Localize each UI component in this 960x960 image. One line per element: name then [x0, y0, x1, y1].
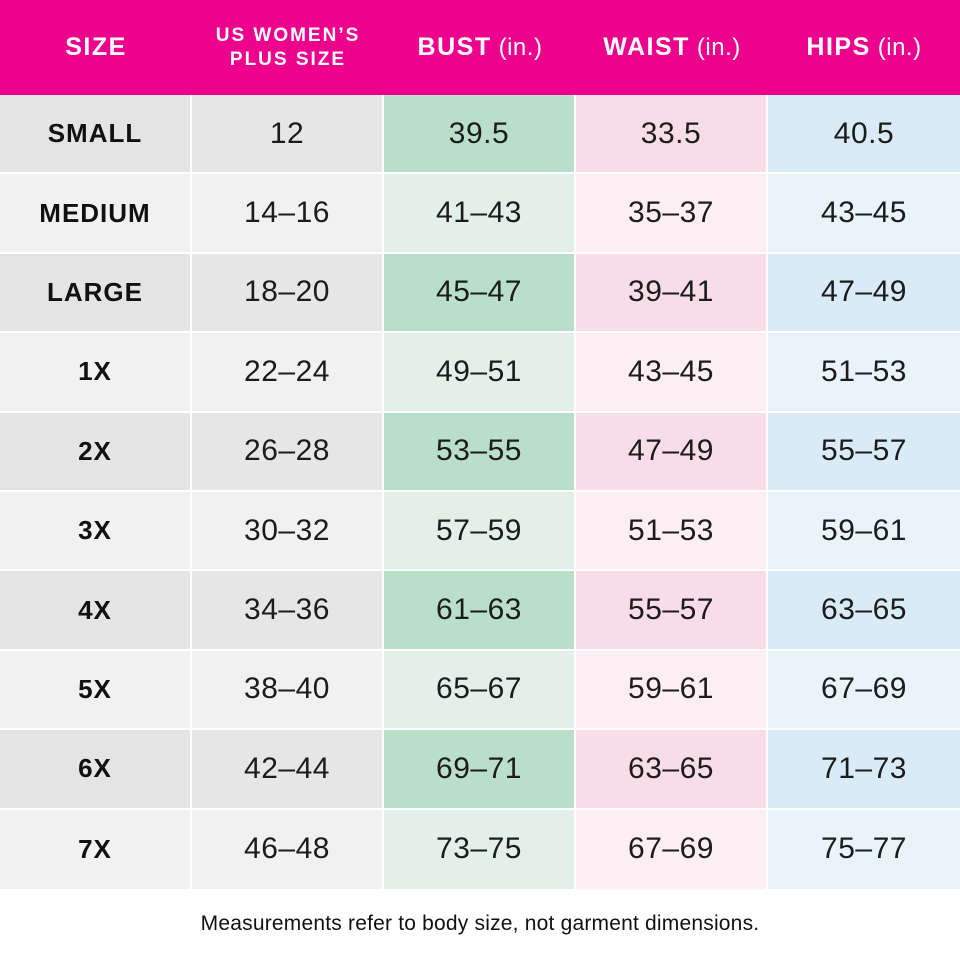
- hips-cell: 59–61: [768, 491, 960, 570]
- header-plus-size-line2: PLUS SIZE: [229, 48, 347, 70]
- header-hips-unit: (in.): [877, 34, 922, 62]
- table-row: 4X 34–36 61–63 55–57 63–65: [0, 571, 960, 651]
- size-cell: 6X: [0, 730, 192, 808]
- waist-cell: 55–57: [576, 571, 768, 649]
- table-row: 6X 42–44 69–71 63–65 71–73: [0, 730, 960, 810]
- table-row: 7X 46–48 73–75 67–69 75–77: [0, 809, 960, 889]
- table-row: 5X 38–40 65–67 59–61 67–69: [0, 650, 960, 731]
- hips-cell: 51–53: [768, 333, 960, 411]
- waist-cell: 43–45: [576, 333, 768, 411]
- header-bust-unit: (in.): [498, 34, 543, 62]
- size-cell: 3X: [0, 491, 192, 570]
- bust-cell: 69–71: [384, 730, 576, 808]
- table-row: 2X 26–28 53–55 47–49 55–57: [0, 412, 960, 492]
- waist-cell: 63–65: [576, 730, 768, 808]
- header-waist: WAIST (in.): [576, 0, 768, 95]
- waist-cell: 35–37: [576, 174, 768, 252]
- waist-cell: 59–61: [576, 650, 768, 729]
- header-hips-label: HIPS: [806, 33, 871, 62]
- plus-size-cell: 34–36: [192, 571, 384, 649]
- table-row: 1X 22–24 49–51 43–45 51–53: [0, 333, 960, 413]
- hips-cell: 43–45: [768, 174, 960, 252]
- header-waist-label: WAIST: [603, 33, 690, 62]
- header-hips: HIPS (in.): [768, 0, 960, 95]
- size-cell: 7X: [0, 809, 192, 889]
- table-body: SMALL 12 39.5 33.5 40.5 MEDIUM 14–16 41–…: [0, 95, 960, 889]
- plus-size-cell: 14–16: [192, 174, 384, 252]
- plus-size-cell: 46–48: [192, 809, 384, 889]
- waist-cell: 33.5: [576, 95, 768, 173]
- header-waist-unit: (in.): [696, 34, 741, 62]
- waist-cell: 51–53: [576, 491, 768, 570]
- size-cell: LARGE: [0, 253, 192, 332]
- bust-cell: 57–59: [384, 491, 576, 570]
- bust-cell: 61–63: [384, 571, 576, 649]
- bust-cell: 73–75: [384, 809, 576, 889]
- table-row: MEDIUM 14–16 41–43 35–37 43–45: [0, 174, 960, 254]
- plus-size-cell: 38–40: [192, 650, 384, 729]
- hips-cell: 63–65: [768, 571, 960, 649]
- table-row: SMALL 12 39.5 33.5 40.5: [0, 95, 960, 175]
- hips-cell: 75–77: [768, 809, 960, 889]
- size-cell: SMALL: [0, 95, 192, 173]
- hips-cell: 55–57: [768, 412, 960, 490]
- bust-cell: 65–67: [384, 650, 576, 729]
- hips-cell: 71–73: [768, 730, 960, 808]
- size-cell: 5X: [0, 650, 192, 729]
- bust-cell: 39.5: [384, 95, 576, 173]
- header-bust-label: BUST: [417, 33, 492, 62]
- hips-cell: 40.5: [768, 95, 960, 173]
- footnote-area: Measurements refer to body size, not gar…: [0, 888, 960, 960]
- size-cell: MEDIUM: [0, 174, 192, 252]
- bust-cell: 45–47: [384, 253, 576, 332]
- hips-cell: 67–69: [768, 650, 960, 729]
- waist-cell: 39–41: [576, 253, 768, 332]
- plus-size-cell: 22–24: [192, 333, 384, 411]
- size-cell: 1X: [0, 333, 192, 411]
- header-size-label: SIZE: [65, 33, 127, 62]
- footnote-text: Measurements refer to body size, not gar…: [200, 912, 760, 936]
- table-row: LARGE 18–20 45–47 39–41 47–49: [0, 253, 960, 334]
- bust-cell: 53–55: [384, 412, 576, 490]
- table-row: 3X 30–32 57–59 51–53 59–61: [0, 491, 960, 572]
- plus-size-cell: 18–20: [192, 253, 384, 332]
- waist-cell: 67–69: [576, 809, 768, 889]
- plus-size-cell: 12: [192, 95, 384, 173]
- plus-size-cell: 30–32: [192, 491, 384, 570]
- size-cell: 4X: [0, 571, 192, 649]
- size-cell: 2X: [0, 412, 192, 490]
- header-plus-size: US WOMEN’S PLUS SIZE: [192, 0, 384, 95]
- table-header-row: SIZE US WOMEN’S PLUS SIZE BUST (in.) WAI…: [0, 0, 960, 95]
- header-size: SIZE: [0, 0, 192, 95]
- bust-cell: 41–43: [384, 174, 576, 252]
- header-plus-size-line1: US WOMEN’S: [215, 24, 361, 46]
- header-bust: BUST (in.): [384, 0, 576, 95]
- plus-size-cell: 26–28: [192, 412, 384, 490]
- bust-cell: 49–51: [384, 333, 576, 411]
- plus-size-cell: 42–44: [192, 730, 384, 808]
- hips-cell: 47–49: [768, 253, 960, 332]
- waist-cell: 47–49: [576, 412, 768, 490]
